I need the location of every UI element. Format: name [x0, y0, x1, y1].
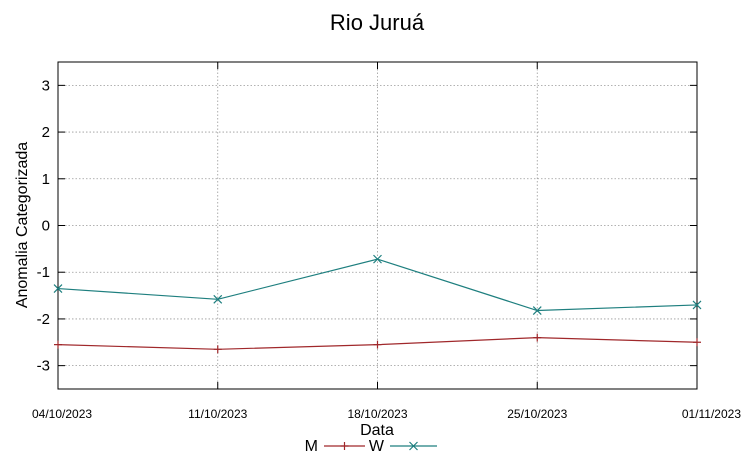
axes: 3 2 1 0 -1 -2 -3 04/10/2023 11/10/2023 18/10/2023… [32, 62, 741, 421]
x-tick-label: 11/10/2023 [188, 407, 247, 421]
series [53, 254, 702, 354]
legend-marker [409, 441, 418, 451]
y-tick-label: -1 [37, 264, 50, 281]
data-point-M [373, 340, 382, 349]
x-axis-label: Data [360, 422, 394, 439]
legend-marker [340, 442, 349, 450]
grid-lines [57, 62, 698, 389]
data-point-M [533, 333, 542, 342]
data-point-M [693, 338, 701, 347]
data-point-W [53, 284, 63, 293]
data-point-M [54, 340, 62, 349]
data-point-W [692, 300, 702, 310]
y-tick-label: -2 [37, 311, 50, 328]
y-axis-label: Anomalia Categorizada [14, 142, 31, 308]
y-tick-label: 0 [42, 218, 50, 235]
data-point-W [532, 306, 542, 315]
x-tick-label: 18/10/2023 [347, 407, 407, 421]
y-tick-label: 1 [42, 171, 50, 188]
x-tick-label: 01/11/2023 [682, 407, 741, 421]
y-tick-label: 2 [42, 124, 50, 141]
x-tick-label: 25/10/2023 [507, 407, 567, 421]
series-line-W [57, 258, 698, 312]
chart-title: Rio Juruá [330, 10, 425, 35]
y-tick-label: -3 [37, 358, 50, 375]
x-tick-label: 04/10/2023 [32, 407, 92, 421]
legend-label: M [305, 438, 318, 455]
data-point-W [213, 294, 223, 304]
legend-label: W [369, 438, 385, 455]
data-point-W [373, 254, 382, 264]
data-point-M [213, 345, 222, 354]
y-tick-label: 3 [42, 77, 50, 94]
